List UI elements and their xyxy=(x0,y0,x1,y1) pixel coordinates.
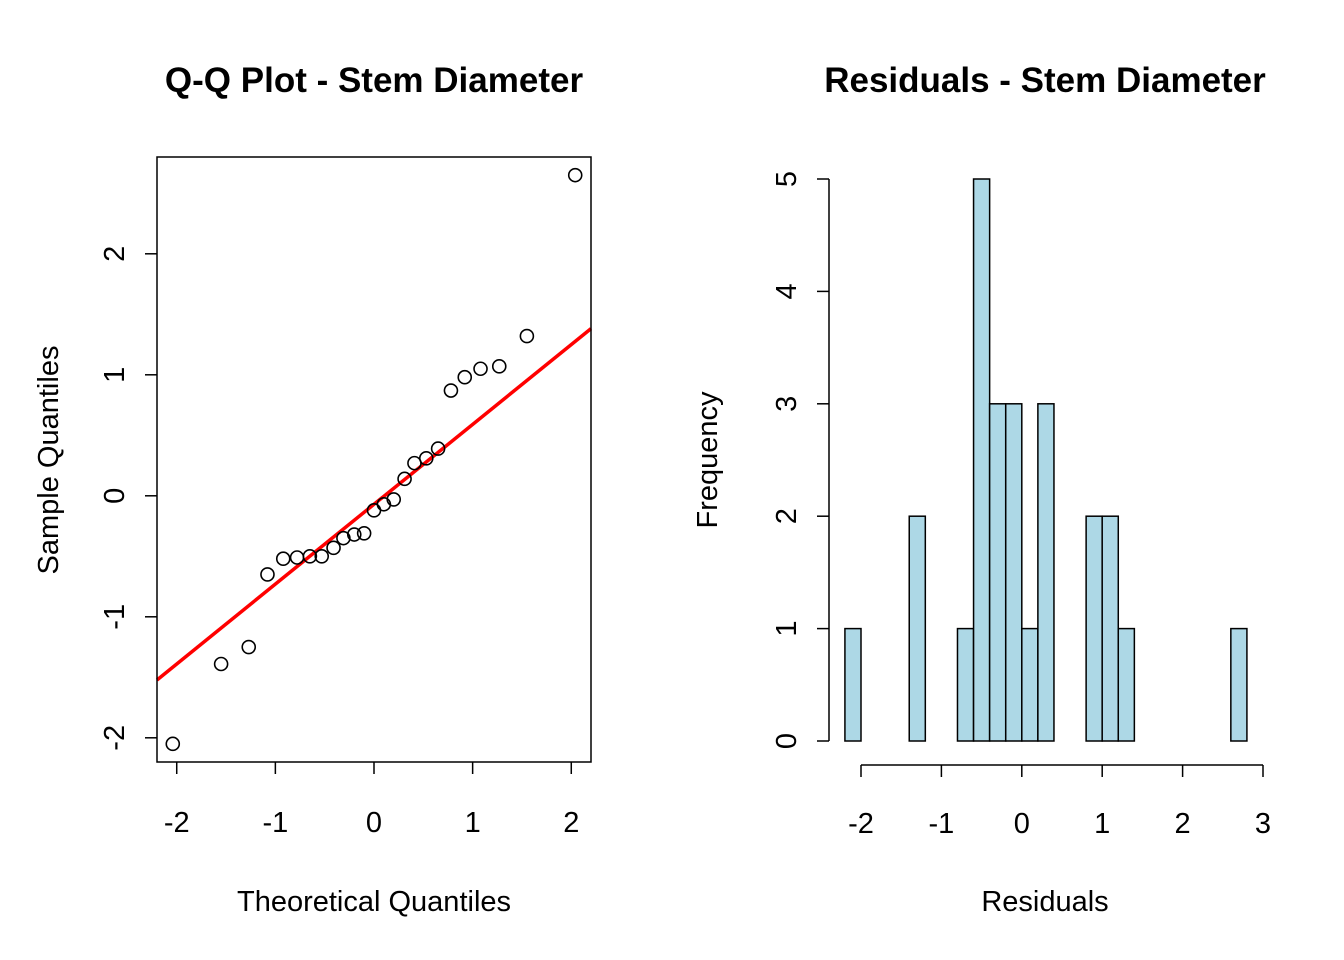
qq-y-tick-label: -2 xyxy=(99,725,131,751)
qq-point xyxy=(397,471,412,487)
qq-point xyxy=(275,551,291,567)
qq-x-tick-label: 2 xyxy=(563,807,579,839)
qq-plot-x-axis-label: Theoretical Quantiles xyxy=(237,886,511,918)
qq-x-tick-label: -1 xyxy=(262,807,288,839)
qq-y-tick-label: 0 xyxy=(99,488,131,504)
qq-point xyxy=(457,369,473,385)
histogram-bar xyxy=(844,627,862,742)
qq-point xyxy=(213,656,229,672)
histogram-y-axis-label: Frequency xyxy=(692,391,724,529)
qq-point xyxy=(491,359,507,374)
qq-point xyxy=(260,567,275,582)
qq-point xyxy=(302,548,318,564)
qq-x-tick-label: 0 xyxy=(366,807,382,839)
histogram-x-tick-label: 1 xyxy=(1094,808,1110,840)
qq-point xyxy=(519,328,535,344)
qq-y-tick-label: -1 xyxy=(99,604,131,630)
histogram-bar xyxy=(1117,627,1136,742)
qq-y-tick-label: 1 xyxy=(99,367,131,383)
histogram-y-tick-label: 1 xyxy=(771,621,803,637)
qq-point xyxy=(430,441,446,456)
histogram-x-tick-label: 0 xyxy=(1014,808,1030,840)
histogram-bar xyxy=(1021,627,1039,742)
qq-x-tick-label: 1 xyxy=(465,807,481,839)
qq-point xyxy=(241,639,257,655)
qq-plot-title: Q-Q Plot - Stem Diameter xyxy=(165,61,584,100)
histogram-y-tick-label: 2 xyxy=(771,508,803,524)
qq-point xyxy=(386,492,402,507)
qq-plot-panel: Q-Q Plot - Stem Diameter Theoretical Qua… xyxy=(33,61,593,918)
histogram-panel: Residuals - Stem Diameter Residuals Freq… xyxy=(692,61,1271,918)
histogram-bar xyxy=(1004,403,1023,742)
qq-x-tick-label: -2 xyxy=(164,807,190,839)
histogram-bar xyxy=(1085,515,1103,742)
qq-point xyxy=(289,550,305,565)
histogram-y-tick-label: 5 xyxy=(771,171,803,187)
histogram-bar xyxy=(956,627,975,742)
histogram-bar xyxy=(972,178,991,742)
histogram-x-tick-label: -2 xyxy=(848,808,874,840)
histogram-bar xyxy=(988,403,1007,742)
histogram-y-tick-label: 0 xyxy=(771,733,803,749)
qq-point xyxy=(165,736,181,752)
histogram-x-tick-label: -1 xyxy=(929,808,955,840)
qq-y-tick-label: 2 xyxy=(99,246,131,262)
histogram-y-tick-label: 3 xyxy=(771,396,803,412)
qq-point xyxy=(473,361,488,377)
qq-point xyxy=(356,526,372,541)
histogram-title: Residuals - Stem Diameter xyxy=(824,61,1266,100)
qq-point xyxy=(567,167,583,183)
histogram-bar xyxy=(1037,403,1055,742)
qq-plot-frame xyxy=(156,156,592,763)
qq-point xyxy=(326,540,341,556)
qq-point xyxy=(346,527,362,542)
histogram-bar xyxy=(908,515,927,742)
qq-point xyxy=(314,548,330,564)
histogram-x-tick-label: 2 xyxy=(1175,808,1191,840)
qq-plot-y-axis-label: Sample Quantiles xyxy=(33,346,65,575)
histogram-x-tick-label: 3 xyxy=(1255,808,1271,840)
histogram-bar xyxy=(1101,515,1120,742)
histogram-bar xyxy=(1230,627,1248,742)
histogram-x-axis-label: Residuals xyxy=(981,886,1108,918)
qq-point xyxy=(443,383,459,398)
histogram-y-tick-label: 4 xyxy=(771,283,803,299)
qq-point xyxy=(418,450,434,466)
qq-point xyxy=(336,530,351,546)
